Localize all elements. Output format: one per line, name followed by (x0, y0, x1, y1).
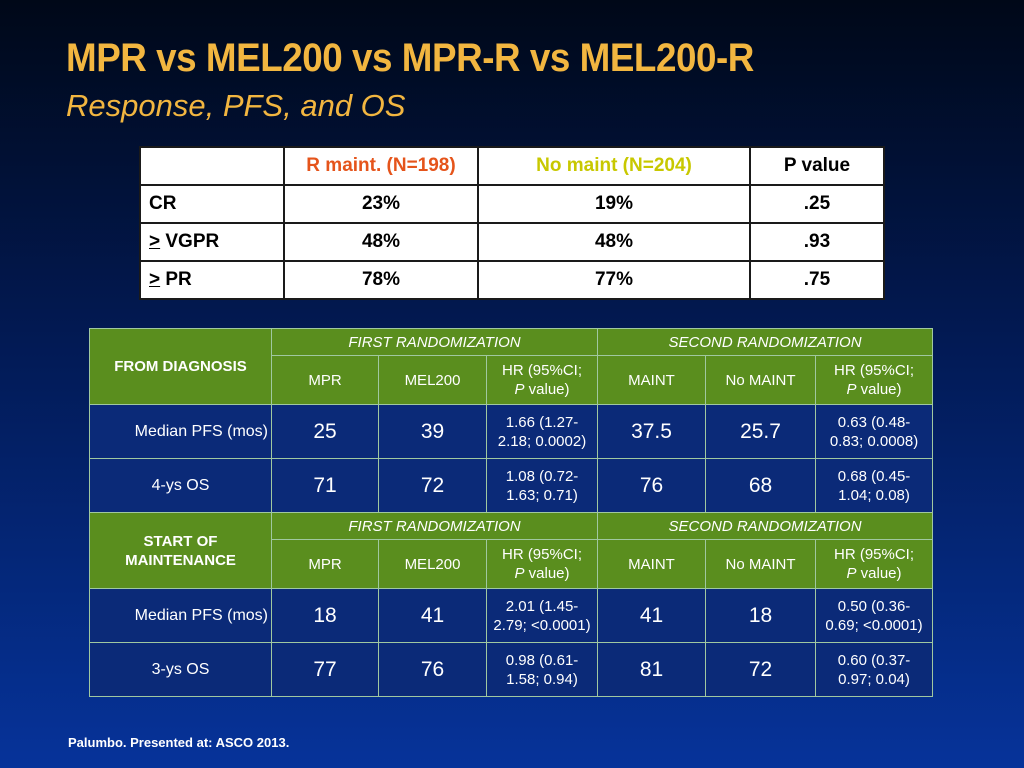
response-header-no-maint: No maint (N=204) (477, 146, 751, 186)
response-cell-no-maint: 48% (477, 222, 751, 262)
cell-value: 72 (705, 642, 817, 697)
first-randomization-header: FIRST RANDOMIZATION (270, 512, 599, 540)
cell-hr: 1.66 (1.27- 2.18; 0.0002) (485, 404, 599, 459)
column-header-row: MPR MEL200 HR (95%CI; P value) MAINT No M… (90, 539, 934, 589)
cell-hr: 0.63 (0.48- 0.83; 0.0008) (815, 404, 934, 459)
response-header-p-value: P value (749, 146, 885, 186)
section-label-start-of-maintenance: START OF MAINTENANCE (89, 512, 272, 589)
citation-footer: Palumbo. Presented at: ASCO 2013. (68, 735, 290, 750)
cell-value: 25.7 (705, 404, 817, 459)
response-cell-p: .25 (749, 184, 885, 224)
response-header-empty (139, 146, 285, 186)
geq-symbol: > (149, 231, 161, 252)
cell-value: 37.5 (597, 404, 707, 459)
response-cell-r-maint: 78% (283, 260, 479, 300)
row-label: 4-ys OS (89, 458, 272, 513)
response-cell-no-maint: 77% (477, 260, 751, 300)
cell-value: 81 (597, 642, 707, 697)
response-row-cr: CR 23% 19% .25 (139, 184, 885, 224)
cell-hr: 0.60 (0.37- 0.97; 0.04) (815, 642, 934, 697)
cell-value: 76 (597, 458, 707, 513)
col-header-maint: MAINT (597, 539, 707, 589)
col-header-mel200: MEL200 (378, 539, 487, 589)
geq-symbol: > (149, 269, 161, 290)
cell-value: 18 (705, 588, 817, 643)
cell-hr: 2.01 (1.45- 2.79; <0.0001) (485, 588, 599, 643)
cell-value: 77 (271, 642, 379, 697)
col-header-mel200: MEL200 (378, 355, 487, 405)
cell-value: 39 (378, 404, 487, 459)
response-header-r-maint: R maint. (N=198) (283, 146, 479, 186)
section-label-from-diagnosis: FROM DIAGNOSIS (89, 328, 272, 405)
slide-subtitle: Response, PFS, and OS (66, 88, 406, 123)
second-randomization-header: SECOND RANDOMIZATION (597, 512, 934, 540)
table-row: Median PFS (mos) 18 41 2.01 (1.45- 2.79; … (89, 588, 934, 643)
slide-title: MPR vs MEL200 vs MPR-R vs MEL200-R (66, 36, 754, 80)
col-header-no-maint: No MAINT (705, 355, 817, 405)
cell-value: 41 (378, 588, 487, 643)
response-cell-r-maint: 48% (283, 222, 479, 262)
outcome-table: FROM DIAGNOSIS FIRST RANDOMIZATION SECON… (89, 328, 934, 697)
response-row-vgpr: > VGPR 48% 48% .93 (139, 222, 885, 262)
row-label: Median PFS (mos) (89, 404, 272, 459)
col-header-hr: HR (95%CI; P value) (815, 355, 934, 405)
response-cell-p: .93 (749, 222, 885, 262)
col-header-mpr: MPR (271, 539, 379, 589)
col-header-hr: HR (95%CI; P value) (815, 539, 934, 589)
response-table: R maint. (N=198) No maint (N=204) P valu… (139, 146, 885, 300)
response-cell-p: .75 (749, 260, 885, 300)
cell-hr: 0.68 (0.45- 1.04; 0.08) (815, 458, 934, 513)
table-row: 4-ys OS 71 72 1.08 (0.72- 1.63; 0.71) 76 … (89, 458, 934, 513)
row-label: Median PFS (mos) (89, 588, 272, 643)
cell-value: 25 (271, 404, 379, 459)
column-header-row: MPR MEL200 HR (95%CI; P value) MAINT No M… (90, 355, 934, 405)
first-randomization-header: FIRST RANDOMIZATION (270, 328, 599, 356)
cell-value: 76 (378, 642, 487, 697)
col-header-hr: HR (95%CI; P value) (485, 355, 599, 405)
cell-value: 72 (378, 458, 487, 513)
cell-value: 18 (271, 588, 379, 643)
cell-hr: 1.08 (0.72- 1.63; 0.71) (485, 458, 599, 513)
col-header-mpr: MPR (271, 355, 379, 405)
section-header-row: FROM DIAGNOSIS FIRST RANDOMIZATION SECON… (89, 328, 934, 405)
col-header-no-maint: No MAINT (705, 539, 817, 589)
response-row-label: > VGPR (139, 222, 285, 262)
section-header-row: START OF MAINTENANCE FIRST RANDOMIZATION … (89, 512, 934, 589)
col-header-hr: HR (95%CI; P value) (485, 539, 599, 589)
cell-hr: 0.50 (0.36- 0.69; <0.0001) (815, 588, 934, 643)
cell-hr: 0.98 (0.61- 1.58; 0.94) (485, 642, 599, 697)
cell-value: 68 (705, 458, 817, 513)
response-row-pr: > PR 78% 77% .75 (139, 260, 885, 300)
cell-value: 41 (597, 588, 707, 643)
response-header-row: R maint. (N=198) No maint (N=204) P valu… (139, 146, 885, 186)
response-row-label: CR (139, 184, 285, 224)
cell-value: 71 (271, 458, 379, 513)
second-randomization-header: SECOND RANDOMIZATION (597, 328, 934, 356)
response-cell-r-maint: 23% (283, 184, 479, 224)
table-row: Median PFS (mos) 25 39 1.66 (1.27- 2.18; … (89, 404, 934, 459)
row-label: 3-ys OS (89, 642, 272, 697)
col-header-maint: MAINT (597, 355, 707, 405)
response-cell-no-maint: 19% (477, 184, 751, 224)
table-row: 3-ys OS 77 76 0.98 (0.61- 1.58; 0.94) 81 … (89, 642, 934, 697)
response-row-label: > PR (139, 260, 285, 300)
